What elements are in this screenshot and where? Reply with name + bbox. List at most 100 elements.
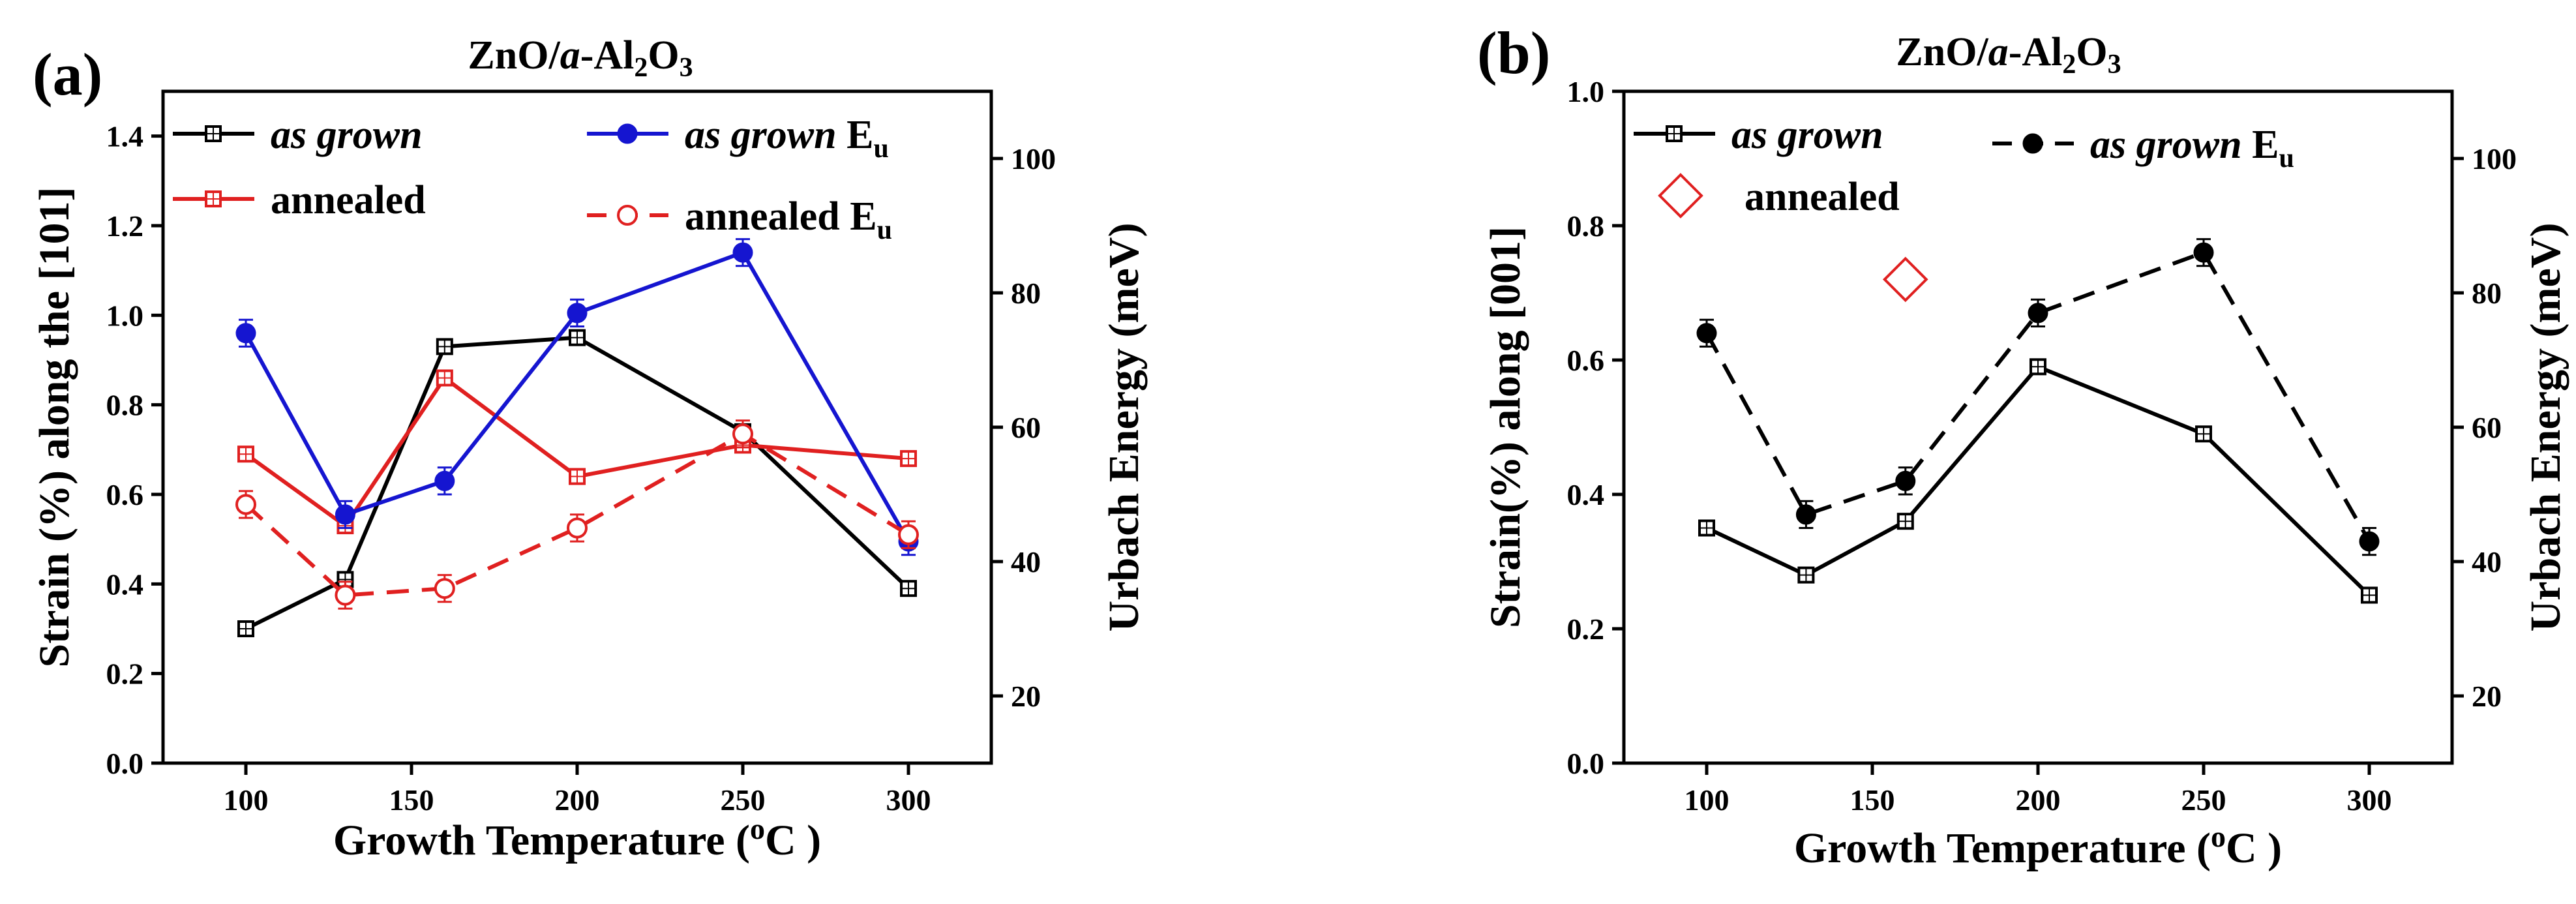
panel-b-series-as-grown-e-u	[1696, 238, 2380, 556]
panel-b-legend-text-1-subscript: u	[2279, 143, 2294, 173]
panel-a-right-y-tick-label-80: 80	[1011, 277, 1041, 310]
panel-a-legend-text-2-suffix: E	[837, 113, 874, 157]
panel-a-legend-text-3-subscript: u	[877, 215, 892, 245]
panel-b-as-grown-point-300-cross	[2362, 588, 2376, 603]
panel-a-legend-text-2: as grown Eu	[685, 113, 889, 164]
panel-b-as-grown-e-u-point-100	[1696, 323, 1717, 344]
panel-a-x-tick-label-250: 250	[721, 783, 766, 817]
panel-b-series-as-grown	[1698, 358, 2378, 604]
panel-b-data	[1696, 238, 2380, 604]
panel-a-left-y-tick-label-0-8: 0.8	[106, 389, 144, 422]
panel-b-left-y-tick-label-0-2: 0.2	[1567, 612, 1605, 646]
panel-b-x-tick-label-100: 100	[1685, 783, 1730, 817]
panel-b-x-tick-label-300: 300	[2347, 783, 2392, 817]
panel-b-right-y-tick-label-80: 80	[2472, 277, 2502, 310]
panel-b-series-as-grown-line	[1705, 365, 2371, 597]
panel-b-as-grown-e-u-point-130	[1795, 504, 1816, 525]
panel-a-annealed-e-u-point-100	[235, 494, 256, 515]
panel-a-legend-text-3: annealed Eu	[685, 194, 892, 245]
panel-a-annealed-point-300-cross	[901, 451, 916, 466]
panel-a-left-y-axis-label: Strain (%) along the [101]	[31, 187, 78, 668]
panel-a-as-grown-e-u-point-250	[732, 242, 753, 263]
chart-panel-b: (b) ZnO/a-Al2O3 as grown as grown Euannea…	[1477, 20, 2569, 872]
panel-b-right-y-tick-label-40: 40	[2472, 545, 2502, 579]
panel-a-left-y-tick-label-1-2: 1.2	[106, 209, 144, 243]
panel-a-right-y-tick-label-20: 20	[1011, 680, 1041, 713]
panel-b-right-y-ticks: 20 40 60 80 100	[2452, 142, 2517, 713]
panel-b-as-grown-e-u-point-250	[2193, 242, 2214, 263]
panel-a-right-y-tick-label-40: 40	[1011, 545, 1041, 579]
panel-b-left-y-tick-label-0-0: 0.0	[1567, 747, 1605, 780]
panel-b-as-grown-point-250-cross	[2196, 427, 2211, 442]
panel-a-right-y-axis-label: Urbach Energy (meV)	[1100, 223, 1148, 632]
panel-a-x-ticks: 100 150 200 250 300	[224, 763, 931, 817]
panel-a-annealed-e-u-point-200	[567, 517, 588, 539]
panel-a-left-y-tick-label-1-0: 1.0	[106, 299, 144, 332]
panel-b-as-grown-point-200-cross	[2031, 359, 2045, 374]
panel-b-x-tick-label-200: 200	[2016, 783, 2061, 817]
panel-b-as-grown-point-130-cross	[1799, 567, 1814, 582]
panel-b-left-y-tick-label-0-4: 0.4	[1567, 478, 1605, 511]
panel-a-label: (a)	[33, 41, 102, 108]
panel-a-right-y-tick-label-60: 60	[1011, 411, 1041, 444]
panel-b-legend-entry-2: annealed	[1658, 173, 1900, 219]
panel-b-legend-text-1-main: as grown	[2090, 123, 2242, 167]
panel-b-as-grown-e-u-point-160	[1895, 470, 1916, 491]
panel-b-as-grown-point-100-cross	[1700, 520, 1714, 535]
panel-a-series-as-grown-e-u-line	[244, 250, 910, 543]
panel-a-as-grown-point-100-cross	[239, 622, 253, 636]
panel-a-left-y-ticks: 0.0 0.2 0.4 0.6 0.8 1.0 1.2 1.4	[106, 120, 163, 780]
panel-a-x-tick-label-200: 200	[555, 783, 600, 817]
panel-b-legend-marker-2	[1658, 173, 1703, 218]
panel-b-annealed-point-160	[1882, 256, 1928, 303]
panel-a-right-y-tick-label-100: 100	[1011, 142, 1056, 175]
panel-a-data	[235, 238, 919, 637]
panel-a-annealed-e-u-point-300	[898, 524, 919, 545]
panel-a-left-y-tick-label-0-2: 0.2	[106, 657, 144, 691]
panel-b-left-y-tick-label-0-6: 0.6	[1567, 344, 1605, 377]
panel-a-series-as-grown-e-u	[235, 238, 919, 556]
panel-a-left-y-tick-label-1-4: 1.4	[106, 120, 144, 153]
panel-b-series-annealed	[1882, 256, 1928, 303]
panel-a-annealed-e-u-point-250	[732, 423, 753, 445]
panel-a-legend-marker-3	[617, 205, 638, 226]
panel-b-x-ticks: 100 150 200 250 300	[1685, 763, 2392, 817]
panel-a-annealed-e-u-point-130	[335, 584, 356, 606]
panel-a-left-y-tick-label-0-4: 0.4	[106, 567, 144, 601]
panel-a-series-annealed-line	[245, 376, 909, 528]
panel-a-legend-text-0: as grown	[271, 113, 423, 157]
panel-b-legend-marker-1	[2022, 133, 2043, 154]
panel-a-series-as-grown-line	[245, 335, 910, 631]
panel-a-legend-marker-0-cross	[206, 127, 220, 141]
panel-b-title: ZnO/a-Al2O3	[1896, 30, 2121, 80]
panel-b-legend-text-1-suffix: E	[2242, 123, 2279, 167]
panel-b-legend-marker-0-cross	[1667, 127, 1681, 141]
panel-a-series-annealed-e-u-line	[244, 432, 910, 597]
panel-b-legend-entry-0: as grown	[1634, 113, 1883, 157]
panel-b-right-y-axis-label: Urbach Energy (meV)	[2522, 223, 2569, 632]
panel-b-series-as-grown-e-u-line	[1705, 250, 2371, 543]
panel-b-legend-text-0: as grown	[1731, 113, 1883, 157]
panel-b-x-tick-label-150: 150	[1850, 783, 1895, 817]
panel-a-annealed-point-160-cross	[437, 370, 452, 385]
panel-a-as-grown-point-200-cross	[570, 330, 584, 345]
panel-b-legend-text-2-main: annealed	[1745, 175, 1900, 219]
panel-a-annealed-e-u-point-160	[434, 578, 455, 599]
panel-a-as-grown-e-u-point-130	[335, 504, 355, 525]
panel-b-label: (b)	[1477, 20, 1550, 86]
panel-a-legend-text-0-main: as grown	[271, 113, 423, 157]
panel-a-legend-entry-2: as grown Eu	[587, 113, 889, 164]
panel-a-legend-entry-1: annealed	[173, 178, 426, 222]
panel-a-legend-marker-2	[617, 123, 638, 144]
panel-b-legend-text-1: as grown Eu	[2090, 123, 2294, 173]
panel-a-x-axis-label: Growth Temperature (oC )	[333, 812, 821, 864]
panel-b-as-grown-point-160-cross	[1898, 514, 1913, 529]
panel-a-as-grown-e-u-point-200	[567, 303, 588, 324]
panel-b-left-y-ticks: 0.0 0.2 0.4 0.6 0.8 1.0	[1567, 75, 1624, 780]
panel-b-left-y-axis-label: Strain(%) along [001]	[1482, 226, 1529, 628]
panel-a-as-grown-point-300-cross	[901, 581, 916, 596]
panel-a-left-y-tick-label-0-0: 0.0	[106, 747, 144, 780]
panel-a-as-grown-e-u-point-160	[434, 470, 455, 491]
